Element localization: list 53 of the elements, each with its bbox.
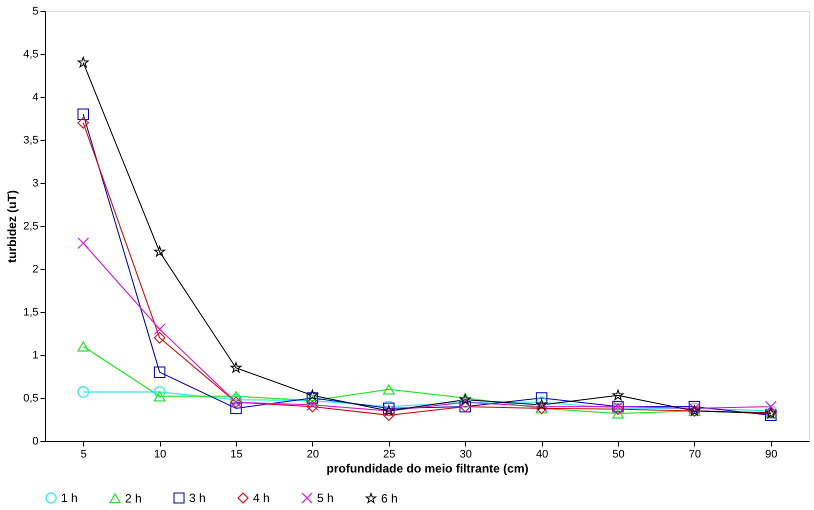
point: [78, 56, 89, 68]
y-tick-label: 5: [32, 6, 38, 18]
point: [230, 394, 242, 406]
point: [536, 399, 548, 410]
point: [154, 323, 166, 335]
x-tick-label: 15: [230, 448, 243, 460]
point: [154, 246, 166, 257]
y-tick-label: 1: [32, 350, 38, 362]
y-tick-label: 3: [32, 178, 38, 190]
x-tick-label: 10: [154, 448, 166, 460]
point: [612, 390, 624, 400]
y-axis-title: turbidez (uT): [5, 190, 20, 263]
x-tick-label: 40: [536, 448, 548, 460]
y-tick-label: 4: [32, 92, 38, 104]
y-tick-label: 3,5: [23, 134, 38, 146]
y-tick-label: 1,5: [23, 306, 38, 318]
y-tick-label: 0,5: [23, 392, 38, 404]
x-tick-label: 90: [765, 448, 778, 460]
point: [230, 362, 242, 373]
x-tick-label: 70: [688, 448, 702, 460]
x-axis-title: profundidade do meio filtrante (cm): [326, 462, 529, 476]
x-tick-label: 5: [80, 448, 87, 460]
point: [154, 386, 166, 398]
point: [765, 400, 777, 412]
point: [77, 341, 89, 352]
x-tick-label: 30: [460, 448, 472, 460]
point: [306, 392, 318, 404]
point: [154, 391, 166, 402]
point: [383, 409, 395, 421]
point: [230, 391, 242, 402]
legend-label: 4 h: [253, 491, 270, 505]
x-tick-label: 20: [306, 448, 320, 460]
point: [154, 366, 166, 378]
legend-label: 6 h: [381, 491, 398, 506]
legend-label: 5 h: [317, 491, 334, 505]
y-tick-label: 0: [32, 436, 38, 448]
point: [383, 384, 395, 394]
y-tick-label: 4,5: [23, 48, 38, 60]
point: [306, 390, 318, 400]
y-tick-label: 2,5: [23, 220, 38, 232]
point: [77, 108, 89, 120]
legend-label: 1 h: [61, 491, 78, 505]
point: [77, 117, 89, 129]
point: [154, 332, 166, 344]
y-tick-label: 2: [32, 264, 38, 276]
point: [77, 386, 89, 398]
legend-label: 3 h: [189, 491, 206, 505]
x-tick-label: 50: [612, 448, 625, 460]
point: [230, 402, 242, 414]
legend-label: 2 h: [125, 491, 142, 506]
point: [77, 237, 89, 249]
x-tick-label: 25: [383, 448, 396, 460]
point: [612, 408, 624, 419]
